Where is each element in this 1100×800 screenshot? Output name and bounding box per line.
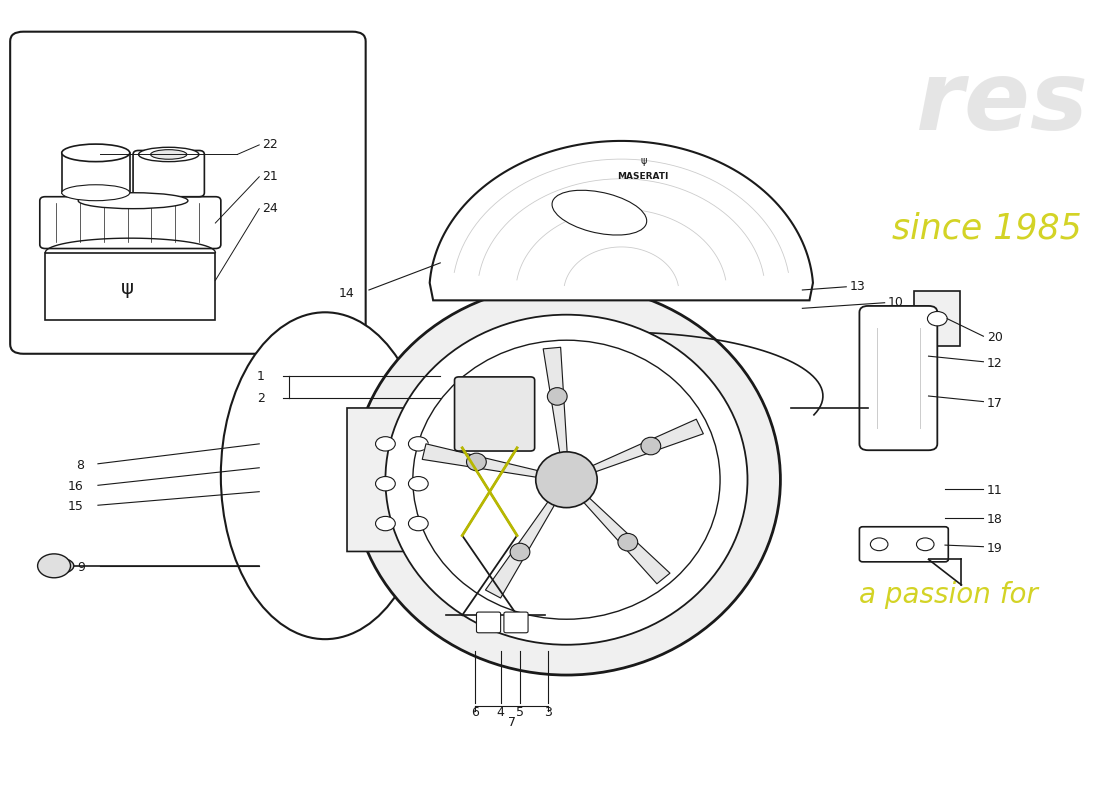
Ellipse shape: [151, 150, 187, 159]
Text: 14: 14: [339, 287, 354, 301]
Text: 7: 7: [507, 715, 516, 729]
Ellipse shape: [548, 388, 568, 406]
Ellipse shape: [385, 314, 748, 645]
Circle shape: [408, 516, 428, 530]
FancyBboxPatch shape: [504, 612, 528, 633]
Text: 18: 18: [987, 513, 1002, 526]
FancyBboxPatch shape: [40, 197, 221, 249]
Circle shape: [870, 538, 888, 550]
Ellipse shape: [352, 285, 780, 675]
FancyBboxPatch shape: [454, 377, 535, 451]
Polygon shape: [485, 499, 556, 598]
FancyBboxPatch shape: [859, 306, 937, 450]
Text: 12: 12: [987, 357, 1002, 370]
Text: 20: 20: [987, 331, 1002, 344]
Polygon shape: [543, 347, 568, 455]
Polygon shape: [582, 496, 670, 584]
Ellipse shape: [510, 543, 530, 561]
Text: 19: 19: [987, 542, 1002, 554]
Ellipse shape: [62, 185, 130, 201]
Text: 10: 10: [888, 296, 904, 310]
Text: a passion for: a passion for: [859, 582, 1038, 610]
Text: 16: 16: [68, 480, 84, 494]
Ellipse shape: [62, 144, 130, 162]
Text: MASERATI: MASERATI: [617, 172, 669, 182]
Circle shape: [408, 437, 428, 451]
Polygon shape: [422, 444, 540, 478]
Text: 1: 1: [256, 370, 265, 382]
Polygon shape: [45, 253, 216, 320]
Text: 6: 6: [472, 706, 480, 719]
FancyBboxPatch shape: [914, 290, 960, 346]
FancyBboxPatch shape: [859, 526, 948, 562]
Ellipse shape: [78, 193, 188, 209]
Circle shape: [375, 477, 395, 491]
Text: 17: 17: [987, 397, 1002, 410]
Polygon shape: [590, 419, 703, 473]
Circle shape: [37, 554, 70, 578]
Ellipse shape: [536, 452, 597, 508]
Text: 3: 3: [543, 706, 552, 719]
FancyBboxPatch shape: [133, 150, 205, 197]
Circle shape: [927, 311, 947, 326]
Text: 4: 4: [497, 706, 505, 719]
Text: 11: 11: [987, 484, 1002, 498]
Text: 15: 15: [68, 500, 84, 514]
Ellipse shape: [139, 147, 199, 162]
Text: 5: 5: [516, 706, 525, 719]
Polygon shape: [346, 408, 456, 551]
Ellipse shape: [466, 453, 486, 470]
Ellipse shape: [552, 190, 647, 235]
FancyBboxPatch shape: [10, 32, 365, 354]
Text: res: res: [916, 57, 1088, 150]
Polygon shape: [430, 141, 813, 300]
Ellipse shape: [221, 312, 429, 639]
Text: ψ: ψ: [640, 156, 647, 166]
Text: 8: 8: [76, 459, 84, 472]
Text: ψ: ψ: [121, 279, 134, 298]
Ellipse shape: [43, 558, 74, 574]
Ellipse shape: [618, 534, 638, 551]
Text: 9: 9: [77, 561, 85, 574]
Circle shape: [408, 477, 428, 491]
Text: 13: 13: [849, 280, 866, 294]
FancyBboxPatch shape: [476, 612, 501, 633]
Bar: [62, 153, 130, 193]
Text: since 1985: since 1985: [892, 211, 1082, 246]
Circle shape: [375, 516, 395, 530]
Ellipse shape: [412, 340, 720, 619]
Circle shape: [916, 538, 934, 550]
Ellipse shape: [641, 438, 661, 455]
Text: 2: 2: [256, 392, 265, 405]
Circle shape: [375, 437, 395, 451]
Text: 21: 21: [263, 170, 278, 183]
Text: 24: 24: [263, 202, 278, 215]
Text: 22: 22: [263, 138, 278, 151]
